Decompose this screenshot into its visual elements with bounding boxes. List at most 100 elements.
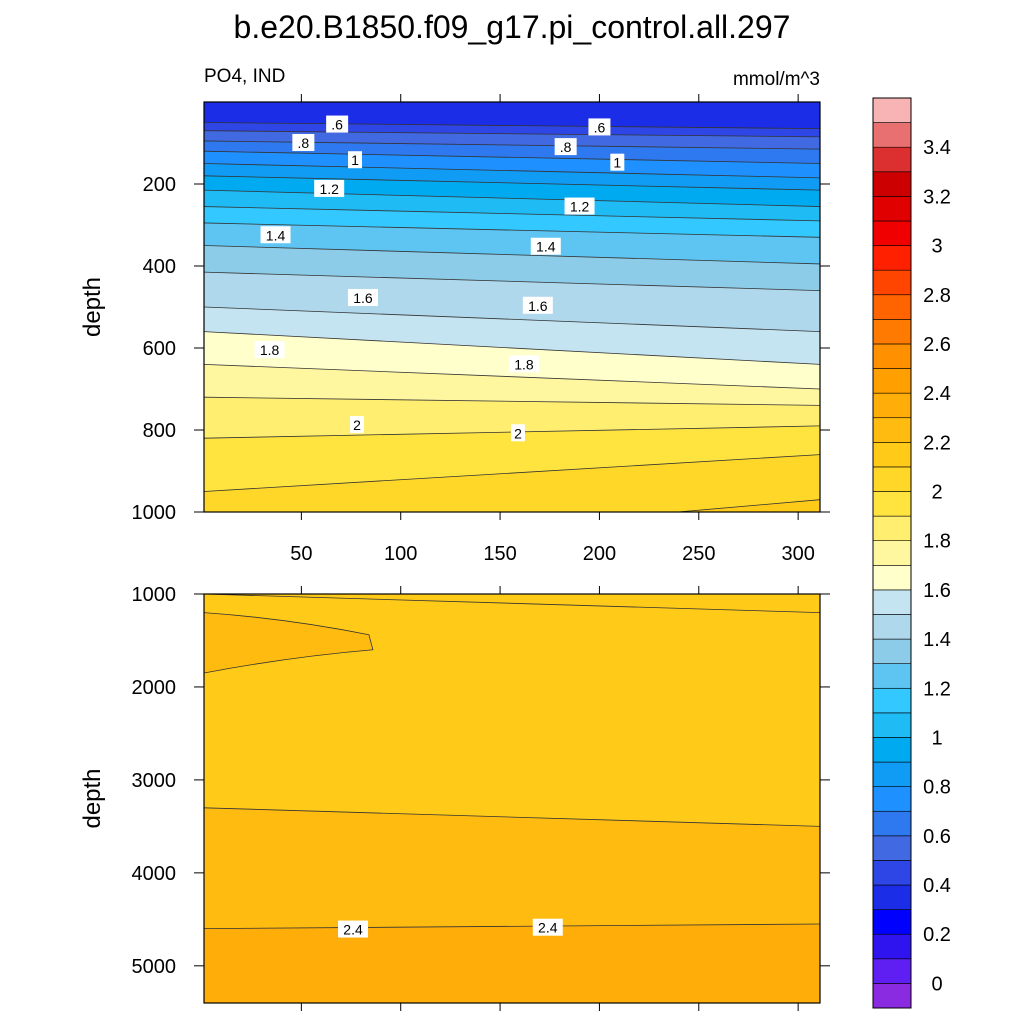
colorbar-label: 1.8 — [923, 531, 951, 553]
contour-label-text: 1 — [351, 152, 359, 168]
contour-label-bg — [508, 355, 539, 373]
contour-label-bg — [347, 288, 378, 306]
y-tick-label: 200 — [143, 174, 176, 196]
colorbar-swatch — [872, 884, 912, 910]
colorbar-label: 1.4 — [923, 629, 951, 651]
contour-label: .8 — [554, 138, 577, 156]
colorbar-label: 2.4 — [923, 383, 951, 405]
plot-title: b.e20.B1850.f09_g17.pi_control.all.297 — [234, 9, 791, 45]
contour-band — [204, 807, 820, 929]
contour-label: 1.6 — [522, 296, 553, 314]
y-tick-label: 400 — [143, 256, 176, 278]
contour-label-bg — [254, 341, 285, 359]
lower-fill — [204, 594, 820, 1003]
colorbar-swatch — [872, 540, 912, 566]
colorbar-swatch — [872, 97, 912, 123]
contour-label-bg — [530, 237, 561, 255]
contour-label-text: 1.8 — [260, 342, 280, 358]
colorbar-swatch — [872, 171, 912, 197]
contour-label: 2 — [350, 416, 365, 434]
contour-label-bg — [588, 118, 611, 136]
colorbar-swatch — [872, 491, 912, 517]
contour-label-text: 1.4 — [536, 239, 556, 255]
colorbar-frame — [872, 97, 912, 1009]
units-label: mmol/m^3 — [733, 69, 820, 90]
colorbar-label: 0.8 — [923, 777, 951, 799]
y-tick-label: 2000 — [132, 677, 177, 699]
x-tick-label: 200 — [583, 543, 616, 565]
contour-label-text: .8 — [298, 135, 310, 151]
contour-line — [204, 245, 820, 265]
colorbar-label: 1 — [931, 727, 942, 749]
contour-label: 1.4 — [530, 237, 561, 255]
colorbar-swatch — [872, 294, 912, 320]
colorbar-swatch — [872, 589, 912, 615]
x-tick-label: 250 — [682, 543, 715, 565]
y-tick-label: 1000 — [132, 502, 177, 524]
contour-label-text: 1 — [613, 155, 621, 171]
colorbar-swatch — [872, 786, 912, 812]
x-tick-label: 100 — [384, 543, 417, 565]
contour-label-text: .6 — [594, 119, 606, 135]
upper-panel: 50 100 150 200 250 300 200 400 600 800 1000 .6 .6 .8.… — [79, 94, 830, 565]
contour-label-text: 1.6 — [528, 298, 548, 314]
colorbar-swatch — [872, 368, 912, 394]
contour-line — [204, 150, 820, 164]
contour-label-text: .8 — [560, 139, 572, 155]
contour-label-bg — [326, 115, 349, 133]
colorbar-label: 0 — [931, 973, 942, 995]
contour-label-bg — [554, 138, 577, 156]
colorbar-swatch — [872, 983, 912, 1009]
contour-label-text: 1.2 — [319, 181, 339, 197]
contour-line — [204, 271, 820, 291]
colorbar-swatch — [872, 835, 912, 861]
colorbar-swatch — [872, 712, 912, 738]
contour-label: .6 — [588, 118, 611, 136]
contour-line — [204, 130, 820, 138]
contour-label: 1.2 — [314, 179, 345, 197]
colorbar-label: 3.4 — [923, 137, 951, 159]
contour-line — [673, 499, 820, 512]
y-tick-label: 3000 — [132, 770, 177, 792]
colorbar-label: 3.2 — [923, 186, 951, 208]
x-tick-label: 150 — [483, 543, 516, 565]
contour-label-text: .6 — [331, 117, 343, 133]
contour-line — [204, 163, 820, 179]
colorbar-label: 0.6 — [923, 826, 951, 848]
colorbar-swatch — [872, 343, 912, 369]
contour-label-bg — [350, 416, 365, 434]
lower-panel: 1000 2000 3000 4000 5000 2.4 2.4 depth — [79, 584, 830, 1011]
colorbar-label: 1.2 — [923, 678, 951, 700]
colorbar-label: 0.4 — [923, 875, 951, 897]
contour-label-text: 2 — [514, 425, 522, 441]
colorbar-label: 2.6 — [923, 334, 951, 356]
contour-line — [204, 807, 820, 827]
y-tick-label: 4000 — [132, 863, 177, 885]
x-tick-label: 300 — [781, 543, 814, 565]
contour-line — [204, 189, 820, 207]
contour-label: 2.4 — [532, 918, 563, 936]
contour-label: 2 — [510, 424, 525, 442]
contour-label-text: 1.6 — [353, 290, 373, 306]
colorbar-swatch — [872, 196, 912, 222]
colorbar-swatch — [872, 860, 912, 886]
contour-label: 1.6 — [347, 288, 378, 306]
colorbar-swatch — [872, 933, 912, 960]
contour-label-text: 2.4 — [343, 922, 363, 938]
variable-region-label: PO4, IND — [204, 66, 285, 87]
contour-label-bg — [564, 197, 595, 215]
y-tick-label: 800 — [143, 420, 176, 442]
contour-label-bg — [522, 296, 553, 314]
contour-label: 1.8 — [508, 355, 539, 373]
contour-label: .8 — [292, 134, 315, 151]
colorbar-swatch — [872, 245, 912, 271]
contour-label: 1.2 — [564, 197, 595, 215]
colorbar-swatch — [872, 958, 912, 984]
contour-label-bg — [260, 226, 291, 244]
colorbar-swatch — [872, 737, 912, 763]
colorbar-swatch — [872, 466, 912, 492]
lower-frame — [203, 593, 821, 1004]
contour-label-bg — [314, 179, 345, 197]
colorbar-swatch — [872, 417, 912, 443]
colorbar-swatch — [872, 564, 912, 591]
